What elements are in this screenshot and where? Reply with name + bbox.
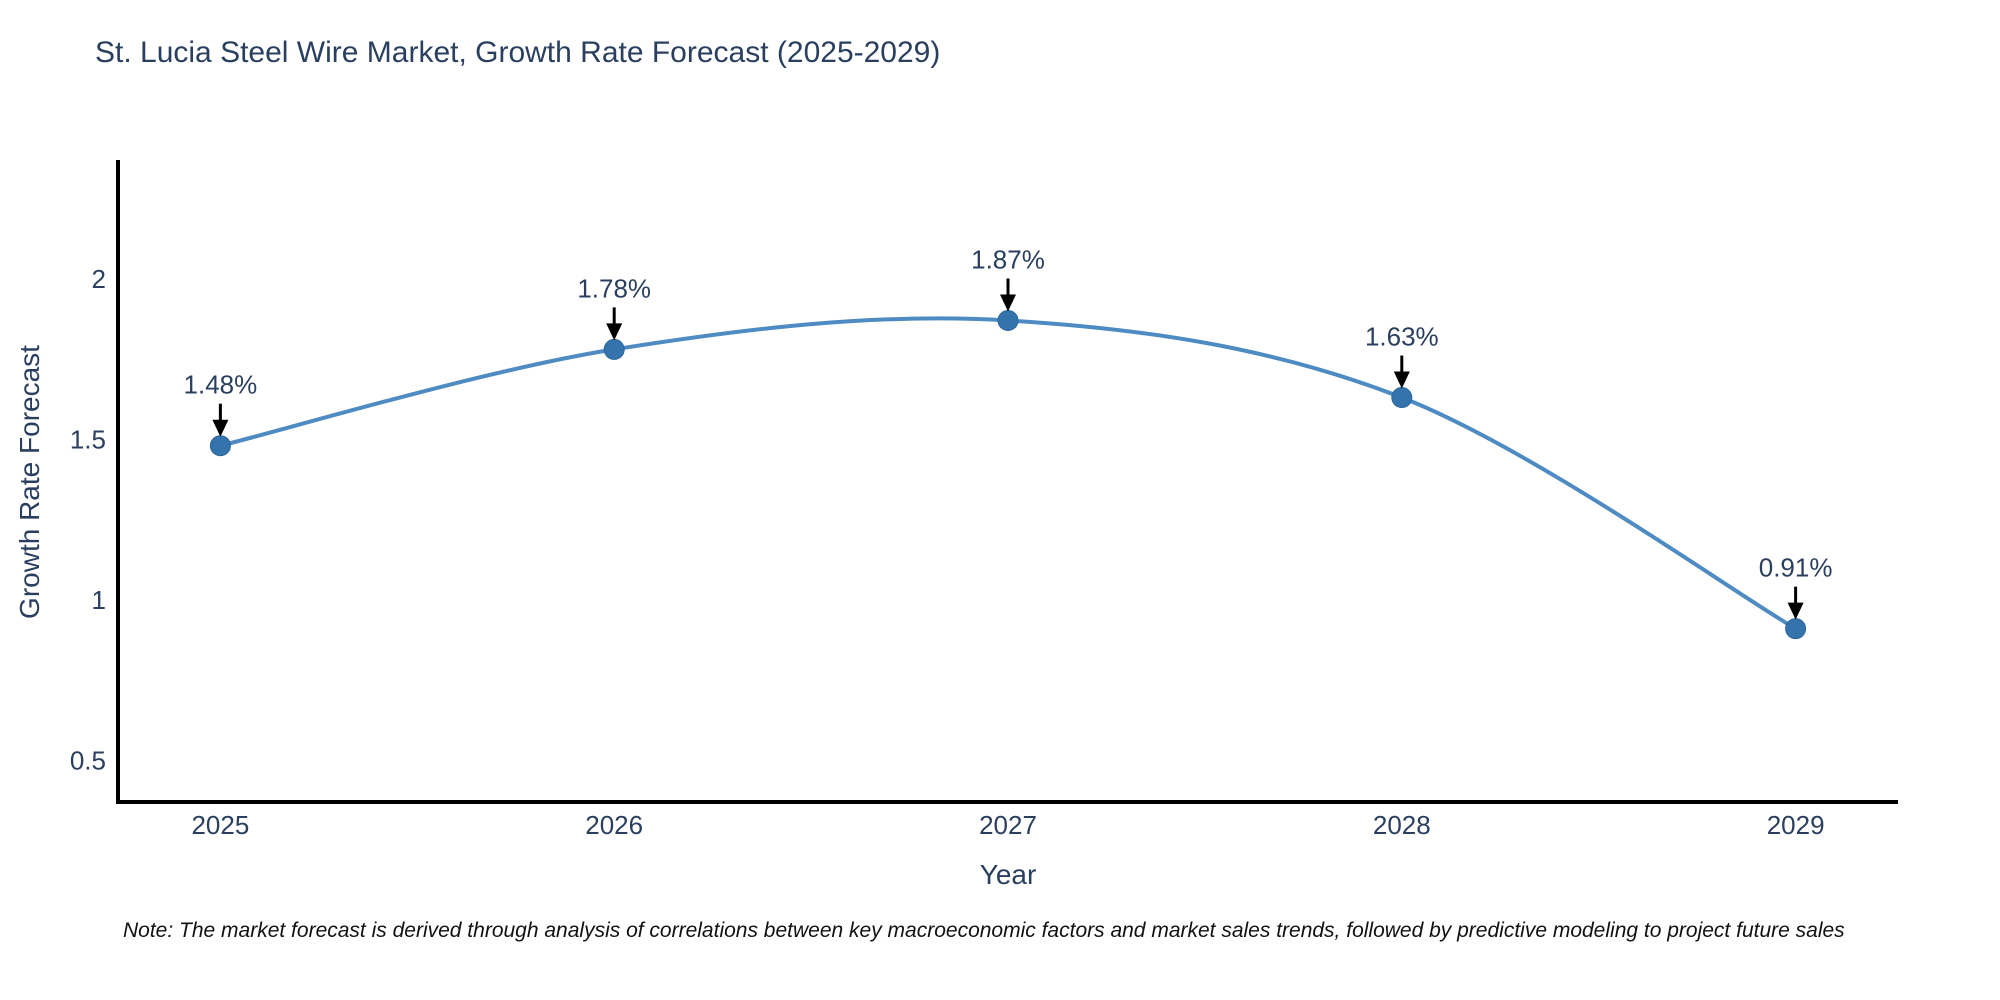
point-annotation-label: 1.78% (577, 273, 651, 303)
forecast-line (219, 316, 1797, 631)
y-tick-label: 1.5 (70, 424, 106, 454)
point-annotation-label: 1.63% (1365, 322, 1439, 352)
data-point (603, 338, 625, 360)
data-point (1391, 387, 1413, 409)
annotation-arrow-head (1393, 371, 1410, 389)
annotation-arrow-head (212, 419, 229, 437)
annotation-arrow-head (1787, 602, 1804, 620)
point-annotation-label: 0.91% (1759, 553, 1833, 583)
data-point (1785, 618, 1807, 640)
footnote: Note: The market forecast is derived thr… (123, 919, 1845, 942)
x-tick-label: 2028 (1373, 810, 1431, 840)
x-axis-label: Year (979, 859, 1037, 890)
annotation-arrow-head (606, 323, 623, 341)
x-tick-label: 2025 (191, 810, 249, 840)
chart-title: St. Lucia Steel Wire Market, Growth Rate… (95, 36, 941, 69)
x-tick-label: 2026 (585, 810, 643, 840)
point-annotation-label: 1.87% (971, 245, 1045, 275)
data-point (209, 435, 231, 457)
y-tick-label: 2 (92, 264, 106, 294)
x-tick-label: 2027 (979, 810, 1037, 840)
y-tick-label: 1 (92, 585, 106, 615)
point-annotation-label: 1.48% (184, 370, 258, 400)
annotation-arrow-head (1000, 294, 1016, 312)
data-point (997, 310, 1019, 331)
y-tick-label: 0.5 (70, 745, 106, 775)
x-tick-label: 2029 (1767, 810, 1825, 840)
